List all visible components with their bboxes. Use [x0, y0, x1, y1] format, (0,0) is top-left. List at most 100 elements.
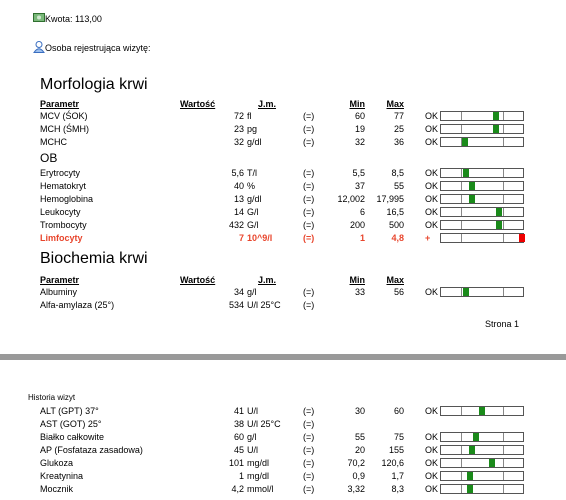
cell-max: 60	[393, 406, 404, 416]
range-marker	[479, 407, 485, 415]
range-indicator	[440, 233, 525, 243]
cell-unit: mg/dl	[247, 471, 270, 481]
range-indicator	[440, 168, 524, 178]
cell-ref-sign: (=)	[303, 124, 315, 134]
cell-unit: fl	[247, 111, 252, 121]
cell-parameter: MCV (ŚOK)	[40, 111, 88, 121]
cell-status: OK	[425, 137, 439, 147]
range-divider	[503, 195, 504, 203]
range-marker	[462, 138, 468, 146]
cell-max: 8,5	[391, 168, 404, 178]
cell-min: 19	[354, 124, 365, 134]
cell-min: 1	[359, 233, 365, 243]
cell-ref-sign: (=)	[303, 220, 315, 230]
cell-value: 45	[233, 445, 244, 455]
cell-unit: g/dl	[247, 137, 262, 147]
range-divider	[503, 234, 504, 242]
column-header: J.m.	[258, 99, 277, 109]
range-indicator	[440, 445, 524, 455]
cell-parameter: Białko całkowite	[40, 432, 105, 442]
cell-parameter: Hemoglobina	[40, 194, 94, 204]
cell-max: 55	[393, 181, 404, 191]
cell-parameter: AST (GOT) 25°	[40, 419, 102, 429]
cell-min: 0,9	[352, 471, 365, 481]
cell-value: 34	[233, 287, 244, 297]
column-header: Min	[349, 99, 366, 109]
cell-value: 38	[233, 419, 244, 429]
cell-value: 13	[233, 194, 244, 204]
cell-value: 534	[228, 300, 244, 310]
cell-max: 4,8	[391, 233, 404, 243]
cell-max: 16,5	[386, 207, 404, 217]
range-divider	[503, 208, 504, 216]
cell-status: OK	[425, 471, 439, 481]
cell-parameter: Alfa-amylaza (25°)	[40, 300, 115, 310]
cell-min: 60	[354, 111, 365, 121]
range-divider	[503, 288, 504, 296]
cell-ref-sign: (=)	[303, 458, 315, 468]
cell-ref-sign: (=)	[303, 445, 315, 455]
cell-ref-sign: (=)	[303, 111, 315, 121]
range-marker	[473, 433, 479, 441]
range-indicator	[440, 181, 524, 191]
cell-status: OK	[425, 445, 439, 455]
cell-parameter: MCHC	[40, 137, 67, 147]
cell-status: OK	[425, 194, 439, 204]
column-header: J.m.	[258, 275, 277, 285]
range-indicator	[440, 432, 524, 442]
cell-max: 17,995	[376, 194, 404, 204]
cell-max: 500	[388, 220, 404, 230]
range-marker	[469, 446, 475, 454]
cell-min: 37	[354, 181, 365, 191]
cell-ref-sign: (=)	[303, 432, 315, 442]
range-divider	[461, 169, 462, 177]
cell-ref-sign: (=)	[303, 168, 315, 178]
range-divider	[461, 221, 462, 229]
cell-status: OK	[425, 168, 439, 178]
range-divider	[503, 472, 504, 480]
cell-min: 33	[354, 287, 365, 297]
range-divider	[461, 138, 462, 146]
range-divider	[461, 208, 462, 216]
cell-unit: T/l	[247, 168, 257, 178]
cell-unit: 10^9/l	[247, 233, 273, 243]
cell-max: 36	[393, 137, 404, 147]
range-divider	[461, 288, 462, 296]
range-divider	[503, 459, 504, 467]
cell-parameter: MCH (ŚMH)	[40, 124, 89, 134]
cell-max: 75	[393, 432, 404, 442]
cell-ref-sign: (=)	[303, 300, 315, 310]
cell-unit: U/l 25°C	[247, 419, 281, 429]
cell-ref-sign: (=)	[303, 471, 315, 481]
range-divider	[503, 112, 504, 120]
page-number: Strona 1	[485, 319, 520, 329]
range-divider	[461, 446, 462, 454]
cell-value: 432	[228, 220, 244, 230]
range-marker	[496, 221, 502, 229]
cell-min: 3,32	[347, 484, 365, 494]
cell-parameter: Albuminy	[40, 287, 78, 297]
cell-unit: g/dl	[247, 194, 262, 204]
cell-min: 200	[349, 220, 365, 230]
range-divider	[461, 112, 462, 120]
cell-ref-sign: (=)	[303, 287, 315, 297]
cell-unit: %	[247, 181, 256, 191]
cell-min: 55	[354, 432, 365, 442]
cell-unit: g/l	[247, 287, 257, 297]
cell-parameter: Leukocyty	[40, 207, 81, 217]
range-indicator	[440, 471, 524, 481]
cell-ref-sign: (=)	[303, 484, 315, 494]
range-marker	[493, 112, 499, 120]
column-header: Wartość	[180, 99, 216, 109]
range-marker	[463, 169, 469, 177]
range-divider	[461, 407, 462, 415]
range-divider	[461, 433, 462, 441]
cell-value: 14	[233, 207, 244, 217]
cell-parameter: Kreatynina	[40, 471, 84, 481]
cell-unit: mg/dl	[247, 458, 270, 468]
range-divider	[461, 182, 462, 190]
range-marker	[469, 182, 475, 190]
cell-ref-sign: (=)	[303, 207, 315, 217]
cell-value: 4,2	[231, 484, 244, 494]
